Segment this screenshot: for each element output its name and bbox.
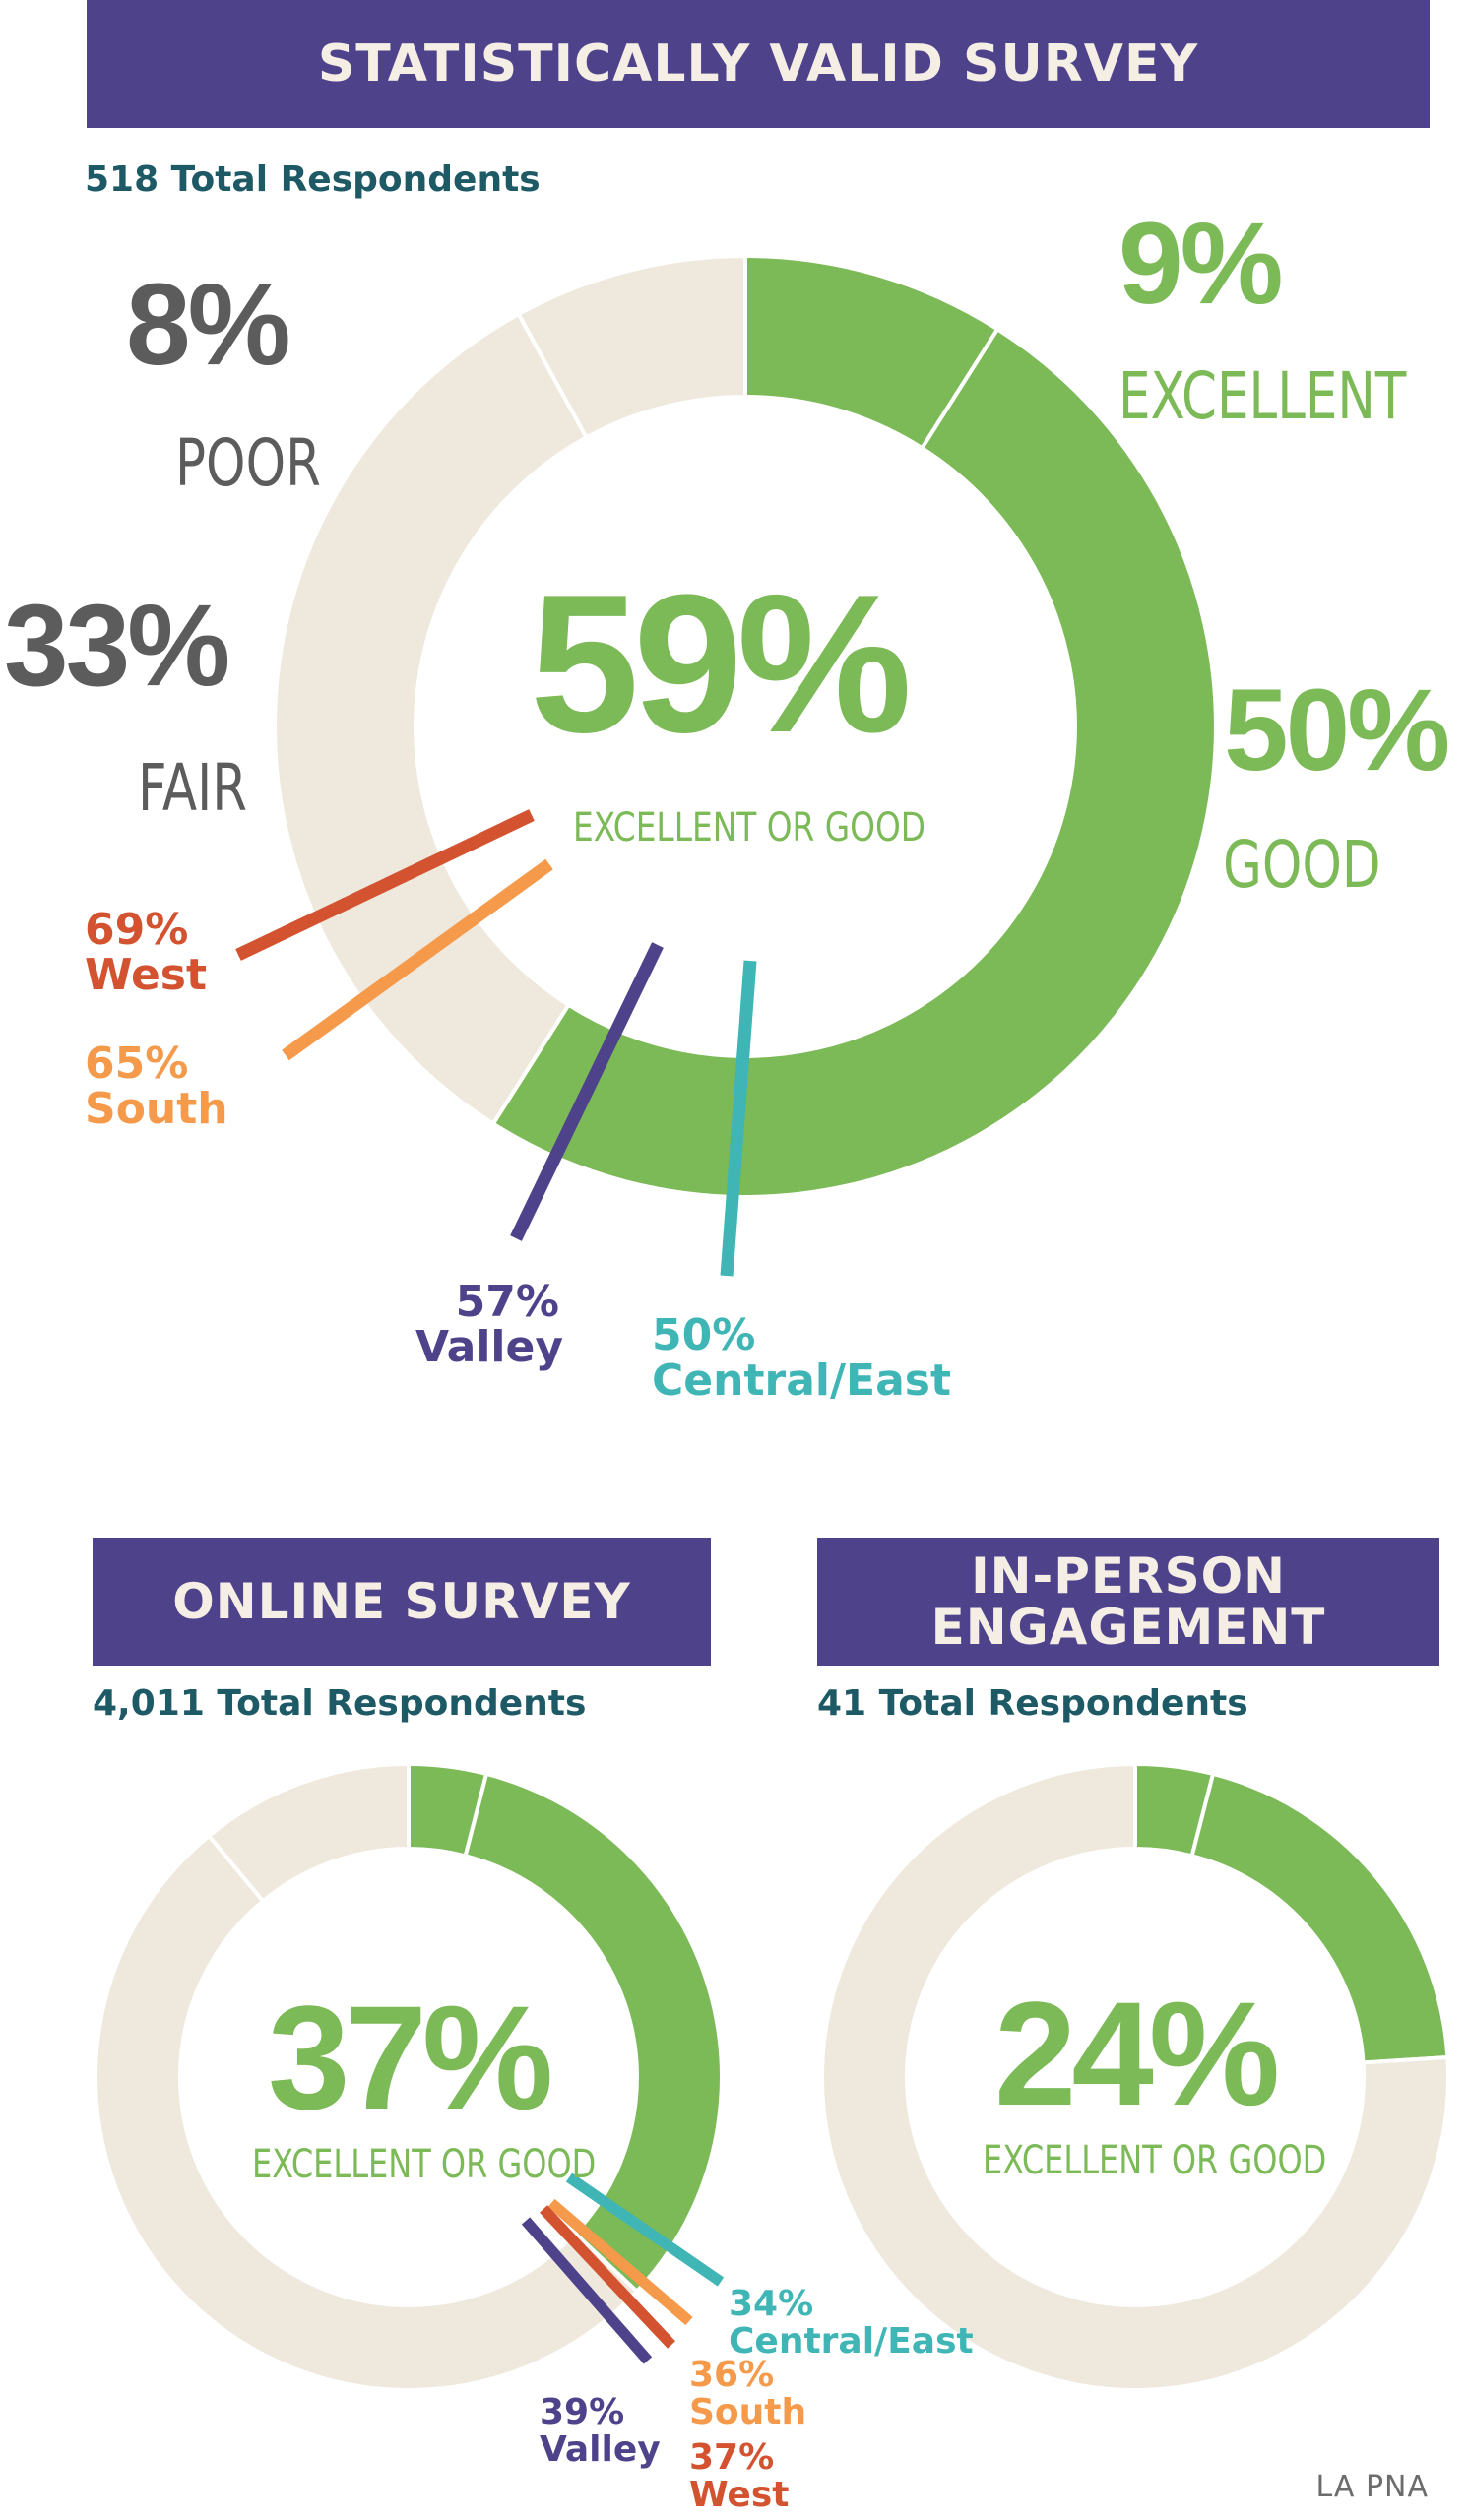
in-person-center-value: 24% <box>994 1971 1280 2136</box>
online-central-east-name: Central/East <box>729 2320 974 2362</box>
good-label: GOOD <box>1223 827 1381 903</box>
chart-2-slice-2 <box>463 1771 724 2295</box>
region-valley-value: 57% <box>455 1277 559 1327</box>
region-central-east-name: Central/East <box>652 1355 952 1407</box>
online-south-label: 36% South <box>689 2357 806 2431</box>
in-person-respondents: 41 Total Respondents <box>817 1683 1248 1724</box>
online-valley-value: 39% <box>540 2392 625 2432</box>
online-valley-line <box>521 2217 653 2364</box>
online-survey-respondents: 4,011 Total Respondents <box>93 1683 587 1724</box>
statistically-valid-center-label: EXCELLENT OR GOOD <box>573 805 926 850</box>
in-person-center-label: EXCELLENT OR GOOD <box>983 2138 1327 2183</box>
good-percent: 50% <box>1224 665 1450 795</box>
online-survey-center-label: EXCELLENT OR GOOD <box>252 2142 597 2187</box>
source-credit: LA PNA <box>1315 2470 1429 2504</box>
online-central-east-line <box>565 2173 725 2287</box>
region-valley-line <box>510 942 664 1241</box>
poor-label: POOR <box>175 425 321 501</box>
region-south-line <box>282 858 553 1061</box>
online-valley-name: Valley <box>540 2428 661 2470</box>
region-south-label: 65% South <box>85 1039 228 1135</box>
online-survey-title: ONLINE SURVEY <box>93 1538 711 1666</box>
chart-1-slice-4 <box>516 253 747 441</box>
region-central-east-label: 50% Central/East <box>652 1310 952 1407</box>
excellent-label: EXCELLENT <box>1118 358 1407 434</box>
region-south-value: 65% <box>85 1039 189 1089</box>
region-valley-name: Valley <box>415 1322 564 1373</box>
online-south-line <box>547 2198 693 2326</box>
region-west-label: 69% West <box>85 905 208 1001</box>
region-valley-label: 57% Valley <box>415 1277 564 1373</box>
region-central-east-value: 50% <box>652 1310 756 1360</box>
online-west-line <box>539 2205 676 2349</box>
fair-percent: 33% <box>4 581 230 711</box>
statistically-valid-survey-title: STATISTICALLY VALID SURVEY <box>87 0 1430 128</box>
poor-percent: 8% <box>126 260 291 390</box>
chart-2-slice-4 <box>206 1761 411 1905</box>
fair-label: FAIR <box>138 750 248 826</box>
in-person-engagement-title: IN-PERSON ENGAGEMENT <box>817 1538 1439 1666</box>
chart-1-slice-3 <box>273 311 590 1127</box>
online-south-value: 36% <box>689 2355 775 2395</box>
online-survey-center-value: 37% <box>268 1975 553 2140</box>
chart-2-slice-3 <box>94 1833 640 2392</box>
online-west-label: 37% West <box>689 2439 789 2514</box>
statistically-valid-respondents: 518 Total Respondents <box>85 159 541 200</box>
region-south-name: South <box>85 1084 228 1135</box>
online-west-name: West <box>689 2474 790 2515</box>
region-west-value: 69% <box>85 905 189 955</box>
region-west-name: West <box>85 950 208 1001</box>
chart-3-slice-3 <box>820 1761 1450 2392</box>
statistically-valid-center-value: 59% <box>530 554 912 774</box>
online-south-name: South <box>689 2391 807 2432</box>
online-west-value: 37% <box>689 2437 775 2478</box>
online-central-east-value: 34% <box>729 2284 814 2324</box>
chart-1-slice-2 <box>490 326 1218 1200</box>
region-central-east-line <box>720 960 757 1277</box>
region-west-line <box>235 809 535 961</box>
online-valley-label: 39% Valley <box>540 2394 661 2469</box>
online-central-east-label: 34% Central/East <box>729 2286 974 2361</box>
excellent-percent: 9% <box>1118 199 1284 329</box>
